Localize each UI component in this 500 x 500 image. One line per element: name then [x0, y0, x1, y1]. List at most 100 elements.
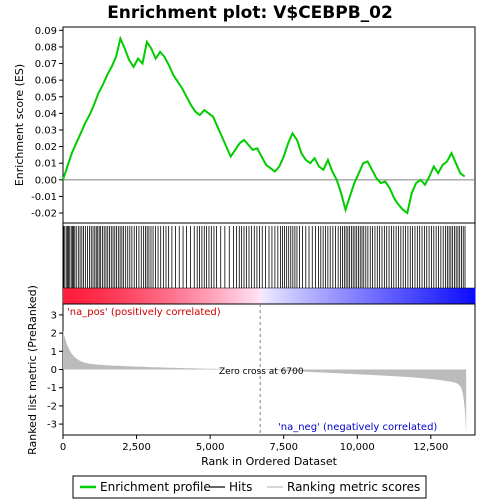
colorbar-segment	[121, 288, 126, 304]
es-ytick-label: 0.04	[35, 109, 57, 120]
es-ytick-label: 0.00	[35, 175, 57, 186]
colorbar-segment	[231, 288, 236, 304]
es-ylabel: Enrichment score (ES)	[13, 64, 26, 186]
legend-label: Hits	[229, 480, 252, 494]
colorbar-segment	[90, 288, 95, 304]
colorbar-segment	[351, 288, 356, 304]
colorbar-segment	[389, 288, 394, 304]
colorbar-segment	[76, 288, 81, 304]
colorbar-segment	[296, 288, 301, 304]
colorbar-segment	[433, 288, 438, 304]
colorbar-segment	[303, 288, 308, 304]
colorbar-segment	[138, 288, 143, 304]
colorbar-segment	[124, 288, 129, 304]
colorbar-segment	[382, 288, 387, 304]
colorbar-segment	[409, 288, 414, 304]
colorbar-segment	[372, 288, 376, 304]
colorbar-segment	[461, 288, 466, 304]
colorbar-segment	[437, 288, 442, 304]
colorbar-segment	[248, 288, 253, 304]
colorbar-segment	[269, 288, 273, 304]
colorbar-segment	[217, 288, 222, 304]
colorbar-segment	[128, 288, 133, 304]
xtick-label: 7,500	[269, 442, 298, 453]
colorbar-segment	[385, 288, 390, 304]
xtick-label: 12,500	[413, 442, 448, 453]
colorbar-segment	[193, 288, 198, 304]
colorbar-segment	[320, 288, 325, 304]
colorbar-segment	[440, 288, 445, 304]
rank-colorbar	[63, 287, 476, 304]
colorbar-segment	[341, 288, 346, 304]
colorbar-segment	[334, 288, 339, 304]
colorbar-segment	[104, 288, 109, 304]
colorbar-segment	[361, 288, 366, 304]
colorbar-segment	[203, 288, 208, 304]
colorbar-segment	[183, 288, 188, 304]
colorbar-segment	[169, 288, 174, 304]
colorbar-segment	[368, 288, 373, 304]
colorbar-segment	[186, 288, 191, 304]
colorbar-segment	[430, 288, 435, 304]
legend-box	[72, 475, 427, 499]
neg-annotation: 'na_neg' (negatively correlated)	[278, 422, 437, 433]
colorbar-segment	[107, 288, 112, 304]
colorbar-segment	[80, 288, 85, 304]
colorbar-segment	[176, 288, 181, 304]
colorbar-segment	[392, 288, 397, 304]
metric-ytick-label: 0	[51, 365, 57, 376]
colorbar-segment	[97, 288, 102, 304]
colorbar-segment	[196, 288, 201, 304]
es-ytick-label: 0.05	[35, 92, 57, 103]
colorbar-segment	[420, 288, 424, 304]
colorbar-segment	[354, 288, 359, 304]
colorbar-segment	[402, 288, 407, 304]
colorbar-segment	[416, 288, 421, 304]
colorbar-segment	[166, 288, 170, 304]
colorbar-segment	[289, 288, 294, 304]
colorbar-segment	[454, 288, 459, 304]
colorbar-segment	[172, 288, 177, 304]
colorbar-segment	[378, 288, 383, 304]
es-ytick-label: 0.09	[35, 26, 57, 37]
colorbar-segment	[317, 288, 321, 304]
legend-label: Ranking metric scores	[287, 480, 420, 494]
colorbar-segment	[313, 288, 318, 304]
es-ytick-label: 0.01	[35, 159, 57, 170]
colorbar-segment	[293, 288, 297, 304]
es-ytick-label: -0.01	[31, 192, 57, 203]
colorbar-segment	[255, 288, 260, 304]
colorbar-segment	[279, 288, 284, 304]
es-ytick-label: -0.02	[31, 209, 57, 220]
colorbar-segment	[131, 288, 136, 304]
colorbar-segment	[358, 288, 363, 304]
colorbar-segment	[210, 288, 215, 304]
colorbar-segment	[262, 288, 267, 304]
es-ytick-label: 0.07	[35, 59, 57, 70]
colorbar-segment	[347, 288, 352, 304]
metric-ytick-label: -1	[47, 383, 57, 394]
colorbar-segment	[214, 288, 218, 304]
colorbar-segment	[468, 288, 473, 304]
colorbar-segment	[426, 288, 431, 304]
colorbar-segment	[444, 288, 449, 304]
colorbar-segment	[87, 288, 91, 304]
colorbar-segment	[207, 288, 212, 304]
xtick-label: 2,500	[122, 442, 151, 453]
colorbar-segment	[117, 288, 122, 304]
colorbar-segment	[365, 288, 370, 304]
colorbar-segment	[396, 288, 400, 304]
colorbar-segment	[200, 288, 205, 304]
colorbar-segment	[155, 288, 160, 304]
colorbar-segment	[220, 288, 225, 304]
es-panel	[62, 26, 476, 224]
chart-title: Enrichment plot: V$CEBPB_02	[107, 3, 393, 23]
colorbar-segment	[227, 288, 232, 304]
colorbar-segment	[258, 288, 263, 304]
colorbar-segment	[69, 288, 74, 304]
colorbar-segment	[282, 288, 287, 304]
colorbar-segment	[337, 288, 342, 304]
xtick-label: 0	[60, 442, 66, 453]
es-ytick-label: 0.08	[35, 42, 57, 53]
